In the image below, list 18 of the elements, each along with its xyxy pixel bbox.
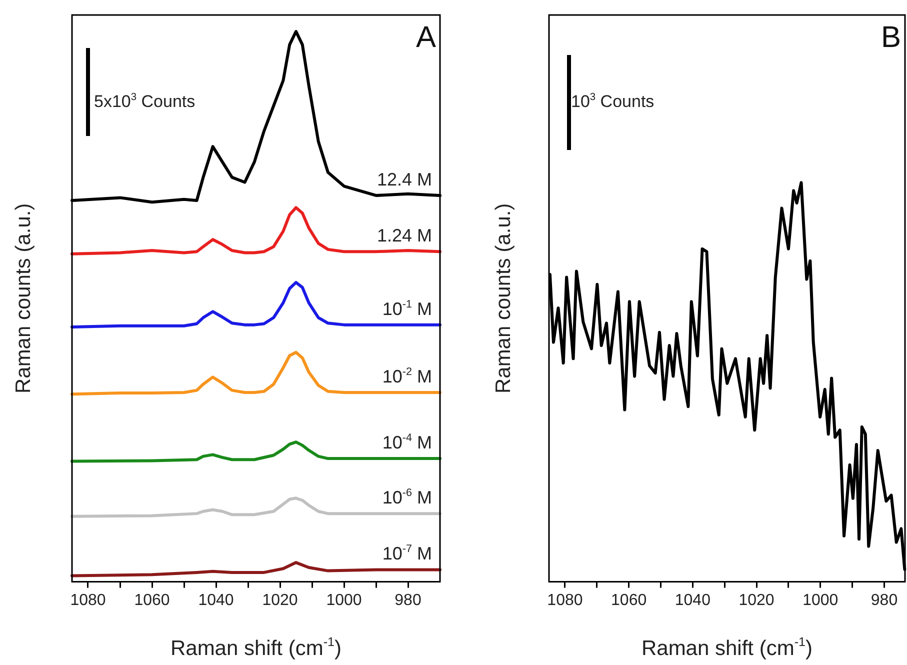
series-label: 12.4 M <box>376 169 432 190</box>
x-tick-label: 1060 <box>611 592 647 609</box>
x-tick-label: 980 <box>394 592 422 609</box>
x-tick-label: 1040 <box>198 592 234 609</box>
x-tick-label: 1000 <box>326 592 362 609</box>
annotation: A <box>416 21 436 54</box>
x-tick-label: 1000 <box>802 592 838 609</box>
x-tick-label: 1060 <box>134 592 170 609</box>
x-tick-label: 1040 <box>674 592 711 609</box>
x-tick-label: 980 <box>870 592 898 609</box>
series-label: 1.24 M <box>376 226 432 246</box>
x-tick-label: 1080 <box>547 592 583 609</box>
x-tick-label: 1020 <box>738 592 774 609</box>
y-axis-title: Raman counts (a.u.) <box>492 203 515 394</box>
y-axis-title: Raman counts (a.u.) <box>12 203 35 394</box>
x-tick-label: 1020 <box>262 592 298 609</box>
text: B <box>880 21 902 54</box>
x-tick-label: 1080 <box>70 592 106 609</box>
